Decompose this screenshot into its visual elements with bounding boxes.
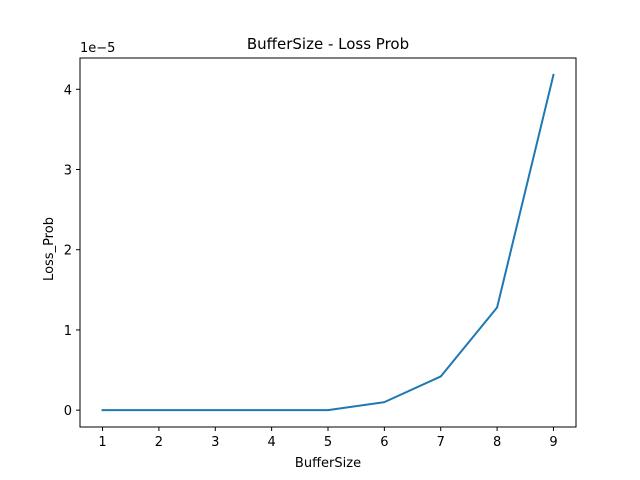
y-tick-label-0: 0 [64, 404, 72, 419]
x-tick-label-8: 9 [549, 435, 557, 450]
x-tick-label-1: 2 [155, 435, 163, 450]
chart-title: BufferSize - Loss Prob [247, 35, 409, 53]
y-tick-label-3: 3 [64, 164, 72, 179]
x-tick-label-0: 1 [98, 435, 106, 450]
x-tick-label-3: 4 [267, 435, 275, 450]
plot-area: 1 2 3 4 5 6 7 8 9 0 1 2 3 4 [64, 57, 577, 450]
y-offset-label: 1e−5 [80, 41, 115, 56]
x-axis-label: BufferSize [295, 456, 361, 471]
y-tick-label-2: 2 [64, 244, 72, 259]
y-tick-label-1: 1 [64, 324, 72, 339]
x-tick-label-2: 3 [211, 435, 219, 450]
x-tick-label-4: 5 [324, 435, 332, 450]
x-tick-label-5: 6 [380, 435, 388, 450]
x-tick-label-6: 7 [437, 435, 445, 450]
x-tick-label-7: 8 [493, 435, 501, 450]
y-axis-label: Loss_Prob [42, 217, 57, 281]
y-tick-label-4: 4 [64, 83, 72, 98]
